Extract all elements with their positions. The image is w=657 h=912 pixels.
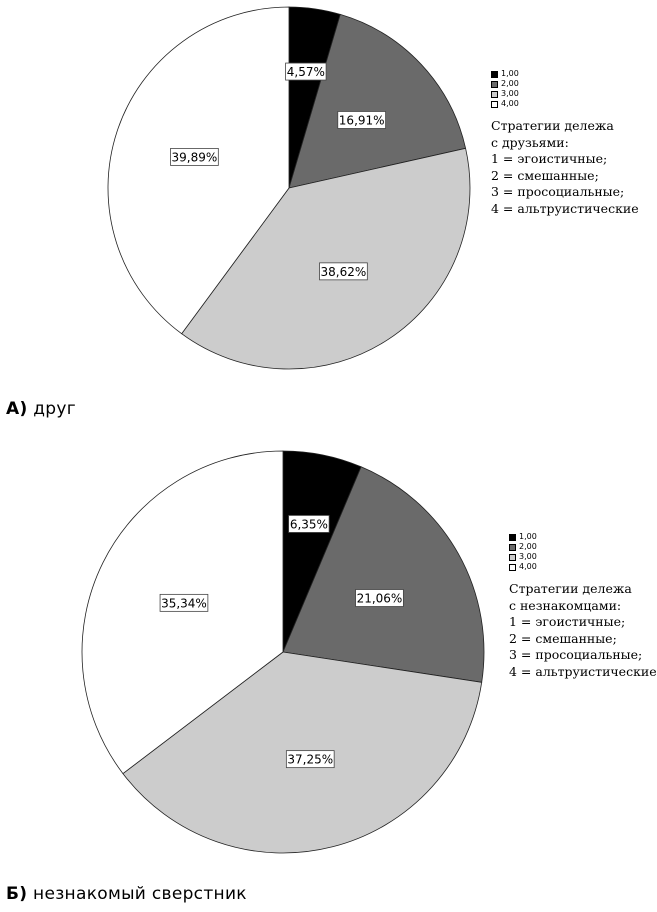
note-line: 2 = смешанные; [509,630,617,646]
slice-label-3: 38,62% [319,262,368,281]
legend-item-1: 1,00 [491,69,639,79]
slice-label-3: 37,25% [285,750,335,769]
pie-chart-friend: 4,57% 16,91% 38,62% 39,89% [107,6,471,370]
slice-label-box [159,593,209,612]
slice-label-text: 21,06% [357,592,403,606]
legend-item-3: 3,00 [491,89,639,99]
legend-swatch-3 [509,553,516,561]
legend-swatch-2 [491,80,498,88]
slice-label-box [355,589,404,607]
legend-item-4: 4,00 [509,562,657,572]
slice-label-box [285,750,335,769]
legend-label-2: 2,00 [519,542,537,551]
chart-panel-friend: 4,57% 16,91% 38,62% 39,89% 1,00 2,00 3,00 4… [0,0,657,440]
slice-label-2: 21,06% [355,589,404,607]
legend-item-1: 1,00 [509,532,657,542]
note-line: 2 = смешанные; [491,167,599,183]
slice-label-4: 35,34% [159,593,209,612]
slice-label-4: 39,89% [170,148,219,166]
pie-chart-stranger: 6,35% 21,06% 37,25% 35,34% [81,450,485,854]
note-line: 4 = альтруистические [491,200,639,216]
pie-slice-2 [288,13,467,189]
note-line: с друзьями: [491,134,569,150]
caption-friend: А) друг [6,399,76,419]
note-line: 4 = альтруистические [509,663,657,679]
slice-label-box [337,111,386,129]
legend-friend: 1,00 2,00 3,00 4,00 Стратегии дележа с д… [491,69,639,217]
legend-label-4: 4,00 [519,562,537,571]
pie-slice-4 [107,6,290,335]
legend-label-1: 1,00 [501,69,519,78]
legend-label-1: 1,00 [519,532,537,541]
note-line: 1 = эгоистичные; [509,614,626,629]
legend-label-4: 4,00 [501,99,519,108]
slice-label-box [319,262,368,281]
slice-label-text: 37,25% [287,753,333,767]
legend-swatch-4 [491,100,498,108]
legend-note-stranger: Стратегии дележа с незнакомцами: 1 = эго… [509,581,657,680]
legend-note-friend: Стратегии дележа с друзьями: 1 = эгоисти… [491,118,639,217]
pie-slice-3 [181,147,471,370]
legend-stranger: 1,00 2,00 3,00 4,00 Стратегии дележа с н… [509,532,657,680]
legend-item-3: 3,00 [509,552,657,562]
caption-letter: А) [6,399,28,419]
slice-label-box [285,62,327,81]
legend-label-2: 2,00 [501,79,519,88]
slice-label-2: 16,91% [337,111,386,129]
slice-label-text: 16,91% [339,113,385,127]
chart-panel-stranger: 6,35% 21,06% 37,25% 35,34% 1,00 2,00 3,00 4… [0,440,657,912]
legend-item-2: 2,00 [491,79,639,89]
slice-label-text: 6,35% [290,517,328,531]
legend-swatch-3 [491,90,498,98]
legend-swatch-1 [491,70,498,78]
slice-label-1: 4,57% [285,62,327,81]
legend-swatch-1 [509,533,516,541]
note-line: Стратегии дележа [491,118,614,133]
note-line: 3 = просоциальные; [509,647,643,662]
slice-label-text: 39,89% [172,150,218,164]
caption-stranger: Б) незнакомый сверстник [6,884,247,904]
pie-slice-2 [282,466,485,683]
slice-label-box [288,515,330,533]
pie-slice-4 [81,450,284,775]
slice-label-1: 6,35% [288,515,330,533]
legend-label-3: 3,00 [501,89,519,98]
note-line: Стратегии дележа [509,581,632,596]
legend-item-4: 4,00 [491,99,639,109]
legend-swatch-4 [509,563,516,571]
slice-label-text: 4,57% [287,65,325,79]
caption-text: друг [33,399,76,419]
legend-label-3: 3,00 [519,552,537,561]
note-line: 1 = эгоистичные; [491,151,608,166]
caption-text: незнакомый сверстник [33,884,247,904]
legend-item-2: 2,00 [509,542,657,552]
slice-label-text: 38,62% [321,265,367,279]
slice-label-text: 35,34% [161,596,207,610]
caption-letter: Б) [6,884,28,904]
legend-swatch-2 [509,543,516,551]
slice-label-box [170,148,219,166]
note-line: с незнакомцами: [509,597,622,613]
note-line: 3 = просоциальные; [491,184,625,199]
